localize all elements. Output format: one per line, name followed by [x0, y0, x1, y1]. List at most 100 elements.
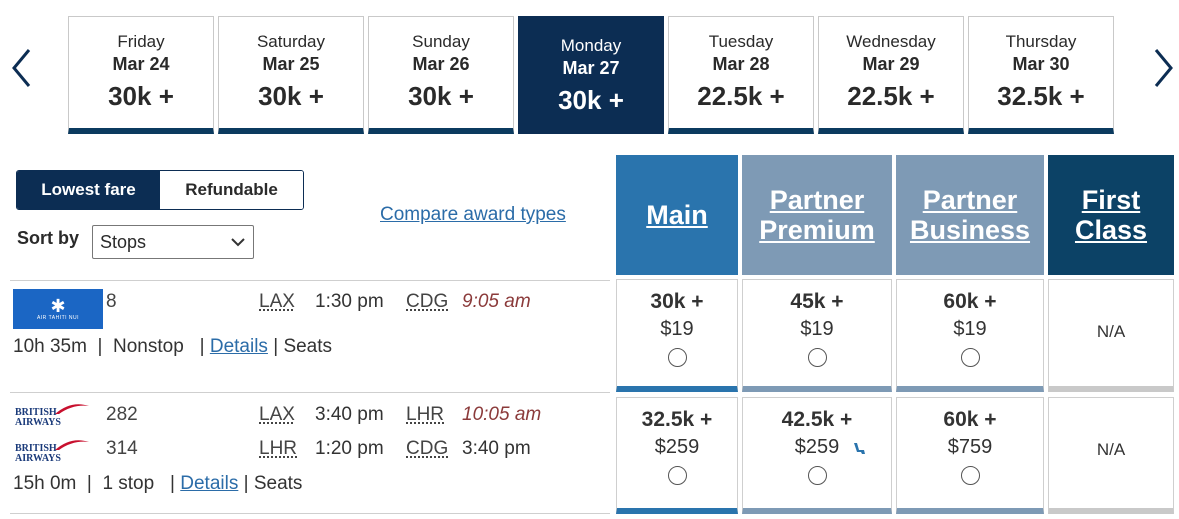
logo-text: BRITISH AIRWAYS — [15, 407, 61, 428]
lowest-points: 30k + — [558, 85, 624, 115]
fare-points: 45k + — [790, 290, 844, 313]
cabin-header-partner-premium[interactable]: Partner Premium — [742, 155, 892, 275]
compare-award-types-link[interactable]: Compare award types — [380, 204, 566, 225]
arrival-time: 9:05 am — [462, 291, 531, 312]
cabin-header-main[interactable]: Main — [616, 155, 738, 275]
flight-summary: 15h 0m | 1 stop | Details | Seats — [13, 473, 303, 494]
fare-cash: $259 — [794, 436, 840, 458]
arrival-airport[interactable]: CDG — [406, 291, 449, 312]
departure-airport[interactable]: LAX — [259, 291, 295, 312]
fare-radio[interactable] — [807, 348, 827, 367]
date-card-mar-26[interactable]: Sunday Mar 26 30k + — [368, 16, 514, 134]
sort-value: Stops — [100, 231, 147, 252]
speedmarque-icon — [55, 440, 89, 450]
date-label: Mar 28 — [712, 54, 770, 74]
cabin-header-first-class[interactable]: First Class — [1048, 155, 1174, 275]
date-label: Mar 27 — [562, 58, 620, 78]
departure-airport[interactable]: LAX — [259, 404, 295, 425]
details-link[interactable]: Details — [209, 336, 268, 357]
cabin-label-line1: Partner — [769, 185, 865, 215]
arrival-time: 3:40 pm — [462, 438, 531, 459]
day-of-week: Friday — [117, 32, 165, 51]
day-of-week: Tuesday — [708, 32, 774, 51]
fare-radio[interactable] — [667, 348, 687, 367]
flight-number: 8 — [106, 291, 117, 312]
fare-cell-partner-business[interactable]: 60k + $19 — [896, 279, 1044, 392]
row-divider — [10, 392, 610, 393]
fare-cell-main[interactable]: 32.5k + $259 — [616, 397, 738, 514]
day-of-week: Wednesday — [846, 32, 936, 51]
fare-cell-first-class: N/A — [1048, 397, 1174, 514]
fare-cash: $759 — [947, 436, 993, 458]
fare-cell-partner-premium[interactable]: 45k + $19 — [742, 279, 892, 392]
duration: 15h 0m — [13, 473, 77, 494]
date-card-mar-25[interactable]: Saturday Mar 25 30k + — [218, 16, 364, 134]
fare-points: 32.5k + — [641, 408, 713, 431]
date-card-mar-24[interactable]: Friday Mar 24 30k + — [68, 16, 214, 134]
fare-radio[interactable] — [960, 348, 980, 367]
fare-radio[interactable] — [807, 466, 827, 485]
date-card-mar-30[interactable]: Thursday Mar 30 32.5k + — [968, 16, 1114, 134]
lowest-points: 30k + — [258, 81, 324, 111]
fare-radio[interactable] — [960, 466, 980, 485]
day-of-week: Monday — [560, 36, 622, 55]
seats-label[interactable]: Seats — [253, 473, 303, 494]
stops: Nonstop — [113, 336, 184, 357]
departure-airport[interactable]: LHR — [259, 438, 298, 459]
date-card-mar-29[interactable]: Wednesday Mar 29 22.5k + — [818, 16, 964, 134]
next-dates-arrow-icon[interactable] — [1153, 46, 1175, 90]
day-of-week: Sunday — [412, 32, 470, 51]
date-label: Mar 29 — [862, 54, 920, 74]
seats-label[interactable]: Seats — [283, 336, 333, 357]
refundable-tab[interactable]: Refundable — [160, 171, 303, 209]
tiare-flower-icon: ✱ — [50, 296, 66, 316]
previous-dates-arrow-icon[interactable] — [10, 46, 32, 90]
sort-select[interactable]: Stops — [92, 225, 254, 259]
chevron-down-icon — [231, 238, 245, 247]
not-available-label: N/A — [1096, 322, 1126, 341]
day-of-week: Thursday — [1005, 32, 1077, 51]
fare-points: 60k + — [943, 290, 997, 313]
fare-cell-first-class: N/A — [1048, 279, 1174, 392]
arrival-airport[interactable]: CDG — [406, 438, 449, 459]
fare-cash: $19 — [660, 318, 694, 340]
departure-time: 1:20 pm — [315, 438, 384, 459]
details-link[interactable]: Details — [180, 473, 239, 494]
flight-number: 282 — [106, 404, 138, 425]
lowest-points: 30k + — [108, 81, 174, 111]
row-divider — [10, 280, 610, 281]
duration: 10h 35m — [13, 336, 87, 357]
fare-cell-partner-business[interactable]: 60k + $759 — [896, 397, 1044, 514]
logo-text: BRITISH AIRWAYS — [15, 443, 61, 464]
date-selector: Friday Mar 24 30k + Saturday Mar 25 30k … — [68, 16, 1114, 134]
lowest-fare-tab[interactable]: Lowest fare — [17, 171, 160, 209]
fare-cell-partner-premium[interactable]: 42.5k + $259 — [742, 397, 892, 514]
cabin-label-line2: Class — [1074, 215, 1148, 245]
cabin-header-partner-business[interactable]: Partner Business — [896, 155, 1044, 275]
cabin-label-line1: First — [1081, 185, 1141, 215]
arrival-airport[interactable]: LHR — [406, 404, 445, 425]
date-card-mar-28[interactable]: Tuesday Mar 28 22.5k + — [668, 16, 814, 134]
logo-text: AIR TAHITI NUI — [36, 315, 80, 321]
departure-time: 3:40 pm — [315, 404, 384, 425]
date-card-mar-27-selected[interactable]: Monday Mar 27 30k + — [518, 16, 664, 134]
stops: 1 stop — [102, 473, 155, 494]
fare-points: 42.5k + — [781, 408, 853, 431]
fare-cash: $259 — [654, 436, 700, 458]
british-airways-logo: BRITISH AIRWAYS — [13, 402, 91, 430]
fare-cash: $19 — [953, 318, 987, 340]
lowest-points: 22.5k + — [697, 81, 785, 111]
date-label: Mar 26 — [412, 54, 470, 74]
cabin-label-line2: Premium — [759, 215, 875, 245]
fare-cell-main[interactable]: 30k + $19 — [616, 279, 738, 392]
fare-points: 30k + — [650, 290, 704, 313]
fare-cash: $19 — [800, 318, 834, 340]
date-label: Mar 30 — [1012, 54, 1070, 74]
flight-number: 314 — [106, 438, 138, 459]
date-label: Mar 24 — [112, 54, 170, 74]
lowest-points: 30k + — [408, 81, 474, 111]
row-divider — [10, 513, 610, 514]
arrival-time: 10:05 am — [462, 404, 542, 425]
speedmarque-icon — [55, 404, 89, 414]
fare-radio[interactable] — [667, 466, 687, 485]
